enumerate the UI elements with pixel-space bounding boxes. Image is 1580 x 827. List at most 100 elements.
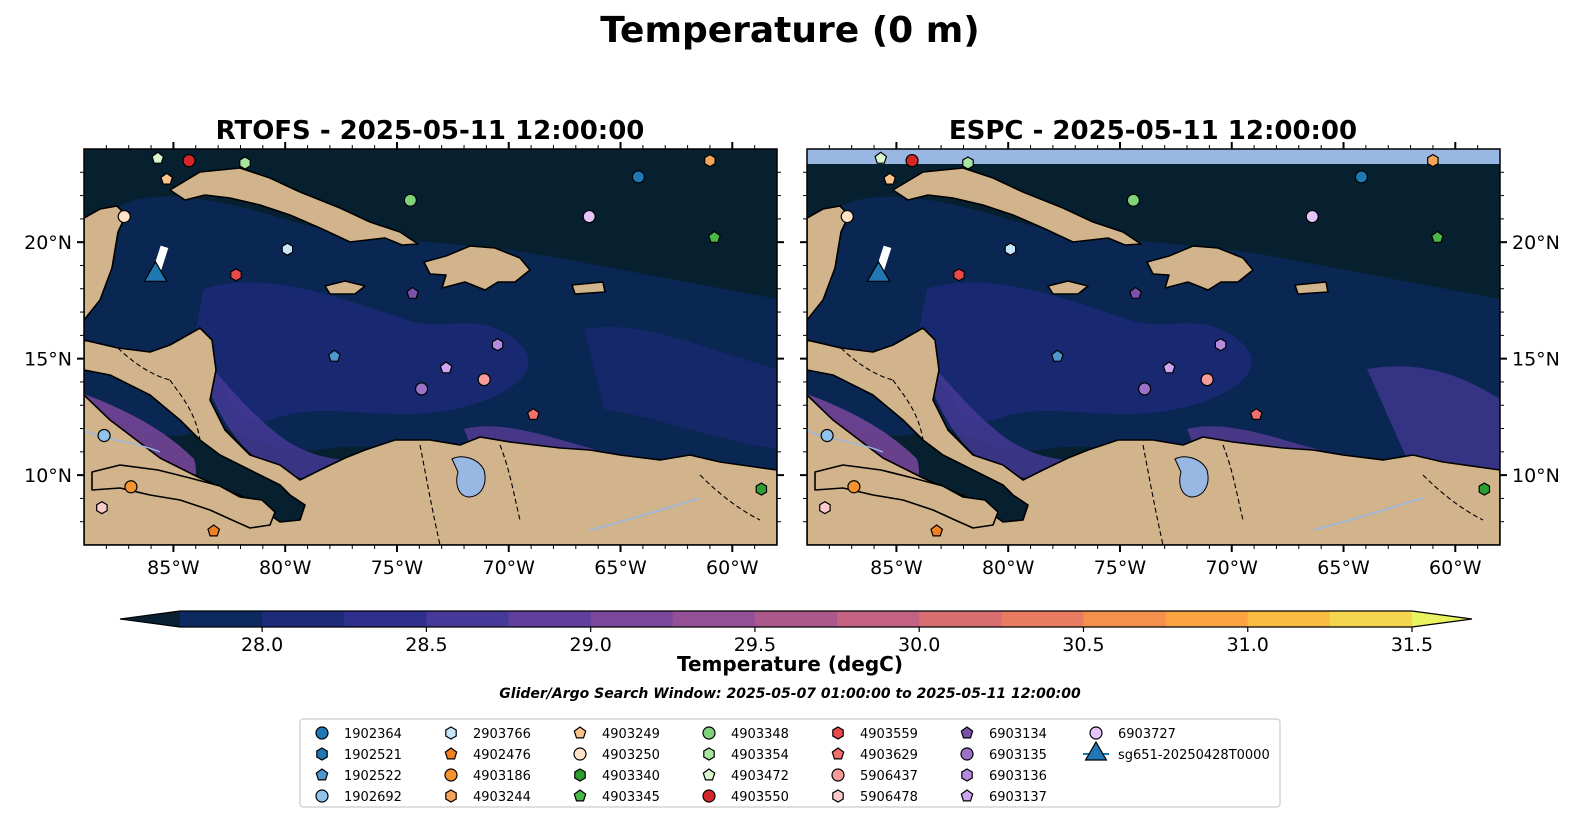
legend-label: 6903136	[989, 769, 1047, 784]
float-marker-6903135	[414, 382, 429, 396]
espc-panel-title: ESPC - 2025-05-11 12:00:00	[949, 116, 1357, 146]
legend-marker	[445, 789, 457, 803]
legend-label: 6903135	[989, 748, 1047, 763]
colorbar-tick-label: 30.0	[898, 634, 940, 656]
y-tick-label: 20°N	[1512, 232, 1560, 254]
legend-label: 1902521	[344, 748, 402, 763]
legend-marker	[960, 789, 974, 802]
legend-entry: 6903135	[960, 747, 1047, 763]
float-marker-1902522	[1050, 349, 1064, 362]
legend-entry: 4903472	[702, 768, 789, 784]
float-marker-4903472	[874, 151, 888, 164]
legend-marker	[573, 789, 587, 802]
colorbar-segment	[344, 611, 427, 627]
x-tick-label: 85°W	[870, 557, 923, 579]
colorbar-segment	[262, 611, 345, 627]
colorbar-segment	[672, 611, 756, 627]
legend-entry: 4903186	[444, 768, 531, 784]
rtofs-panel-title: RTOFS - 2025-05-11 12:00:00	[216, 116, 645, 146]
colorbar-outline	[119, 610, 1473, 628]
legend-label: 5906437	[860, 769, 918, 784]
legend-entry: 1902364	[315, 726, 402, 742]
legend-label: 4903345	[602, 790, 660, 805]
rtofs-land	[84, 167, 777, 545]
float-marker-4903340	[755, 482, 768, 496]
float-marker-4903559	[230, 268, 242, 282]
y-tick-label: 10°N	[1512, 465, 1560, 487]
legend-marker	[832, 726, 844, 740]
float-marker-6903137	[439, 361, 453, 374]
float-marker-6903727	[582, 209, 596, 224]
legend-frame	[299, 718, 1281, 808]
legend-label: 2903766	[473, 727, 531, 742]
colorbar-segment	[919, 611, 1002, 627]
float-marker-4903629	[1249, 407, 1263, 420]
legend-label: 6903137	[989, 790, 1047, 805]
legend-entry: 4903354	[703, 747, 789, 763]
x-tick-label: 85°W	[147, 557, 200, 579]
legend-marker	[1084, 740, 1108, 761]
legend-entry: 4903559	[832, 726, 918, 742]
colorbar-tick-label: 29.0	[570, 634, 612, 656]
float-marker-5906437	[477, 373, 491, 387]
espc-map-panel: ESPC - 2025-05-11 12:00:00	[800, 116, 1560, 579]
float-marker-1902692	[820, 428, 834, 443]
legend-marker	[573, 747, 587, 761]
colorbar-extend-low	[120, 611, 180, 627]
legend-entry: 1902522	[315, 768, 402, 784]
float-marker-4903186	[124, 480, 138, 494]
x-tick-label: 75°W	[371, 557, 424, 579]
rtofs-map-panel: RTOFS - 2025-05-11 12:00:00	[24, 116, 784, 579]
float-marker-4903345	[1430, 230, 1444, 243]
legend-entry: 1902521	[316, 747, 402, 763]
float-marker-4902476	[207, 524, 221, 537]
colorbar-segment	[1001, 611, 1085, 627]
x-tick-label: 65°W	[1317, 557, 1370, 579]
y-tick-label: 20°N	[24, 232, 72, 254]
legend-label: 6903727	[1118, 727, 1176, 742]
float-marker-4902476	[930, 524, 944, 537]
legend-entry: 4903244	[445, 789, 531, 805]
float-marker-4903249	[160, 172, 174, 185]
search-window-text: Glider/Argo Search Window: 2025-05-07 01…	[499, 686, 1081, 702]
legend-entry: 6903137	[960, 789, 1047, 805]
legend-label: sg651-20250428T0000	[1118, 748, 1270, 763]
float-marker-4903249	[883, 172, 897, 185]
float-marker-1902364	[631, 170, 646, 184]
legend-entry: 5906478	[832, 789, 918, 805]
colorbar-tick-label: 29.5	[734, 634, 776, 656]
colorbar-segment	[1247, 611, 1331, 627]
float-marker-6903136	[1214, 338, 1227, 352]
legend-marker	[573, 726, 587, 739]
x-tick-label: 70°W	[1206, 557, 1259, 579]
legend-marker	[445, 726, 457, 740]
legend-marker	[315, 789, 329, 803]
colorbar-segment	[180, 611, 263, 627]
float-marker-4903550	[182, 154, 196, 168]
legend: 1902364 1902521 1902522 1902692 2903766 49024…	[299, 718, 1281, 808]
x-tick-label: 80°W	[259, 557, 312, 579]
chart-title: Temperature (0 m)	[600, 10, 979, 51]
legend-entry: 1902692	[315, 789, 402, 805]
legend-entry: 6903136	[961, 768, 1047, 784]
legend-label: 4903629	[860, 748, 918, 763]
float-marker-6903137	[1162, 361, 1176, 374]
y-tick-label: 15°N	[1512, 349, 1560, 371]
legend-marker	[444, 747, 458, 760]
legend-marker	[961, 768, 973, 782]
float-marker-4903250	[840, 209, 854, 224]
legend-label: 4903340	[602, 769, 660, 784]
float-marker-4903186	[847, 480, 861, 494]
legend-entry: 5906437	[831, 768, 918, 784]
legend-marker	[315, 768, 329, 781]
legend-entry: 4902476	[444, 747, 531, 763]
float-marker-4903348	[403, 193, 417, 207]
colorbar-segment	[590, 611, 674, 627]
legend-marker	[702, 726, 716, 740]
legend-marker	[444, 768, 458, 782]
colorbar-segment	[1329, 611, 1413, 627]
espc-top-band	[807, 149, 1500, 164]
legend-entry: 4903629	[831, 747, 918, 763]
legend-marker	[831, 768, 845, 782]
colorbar-tick-label: 28.0	[241, 634, 283, 656]
